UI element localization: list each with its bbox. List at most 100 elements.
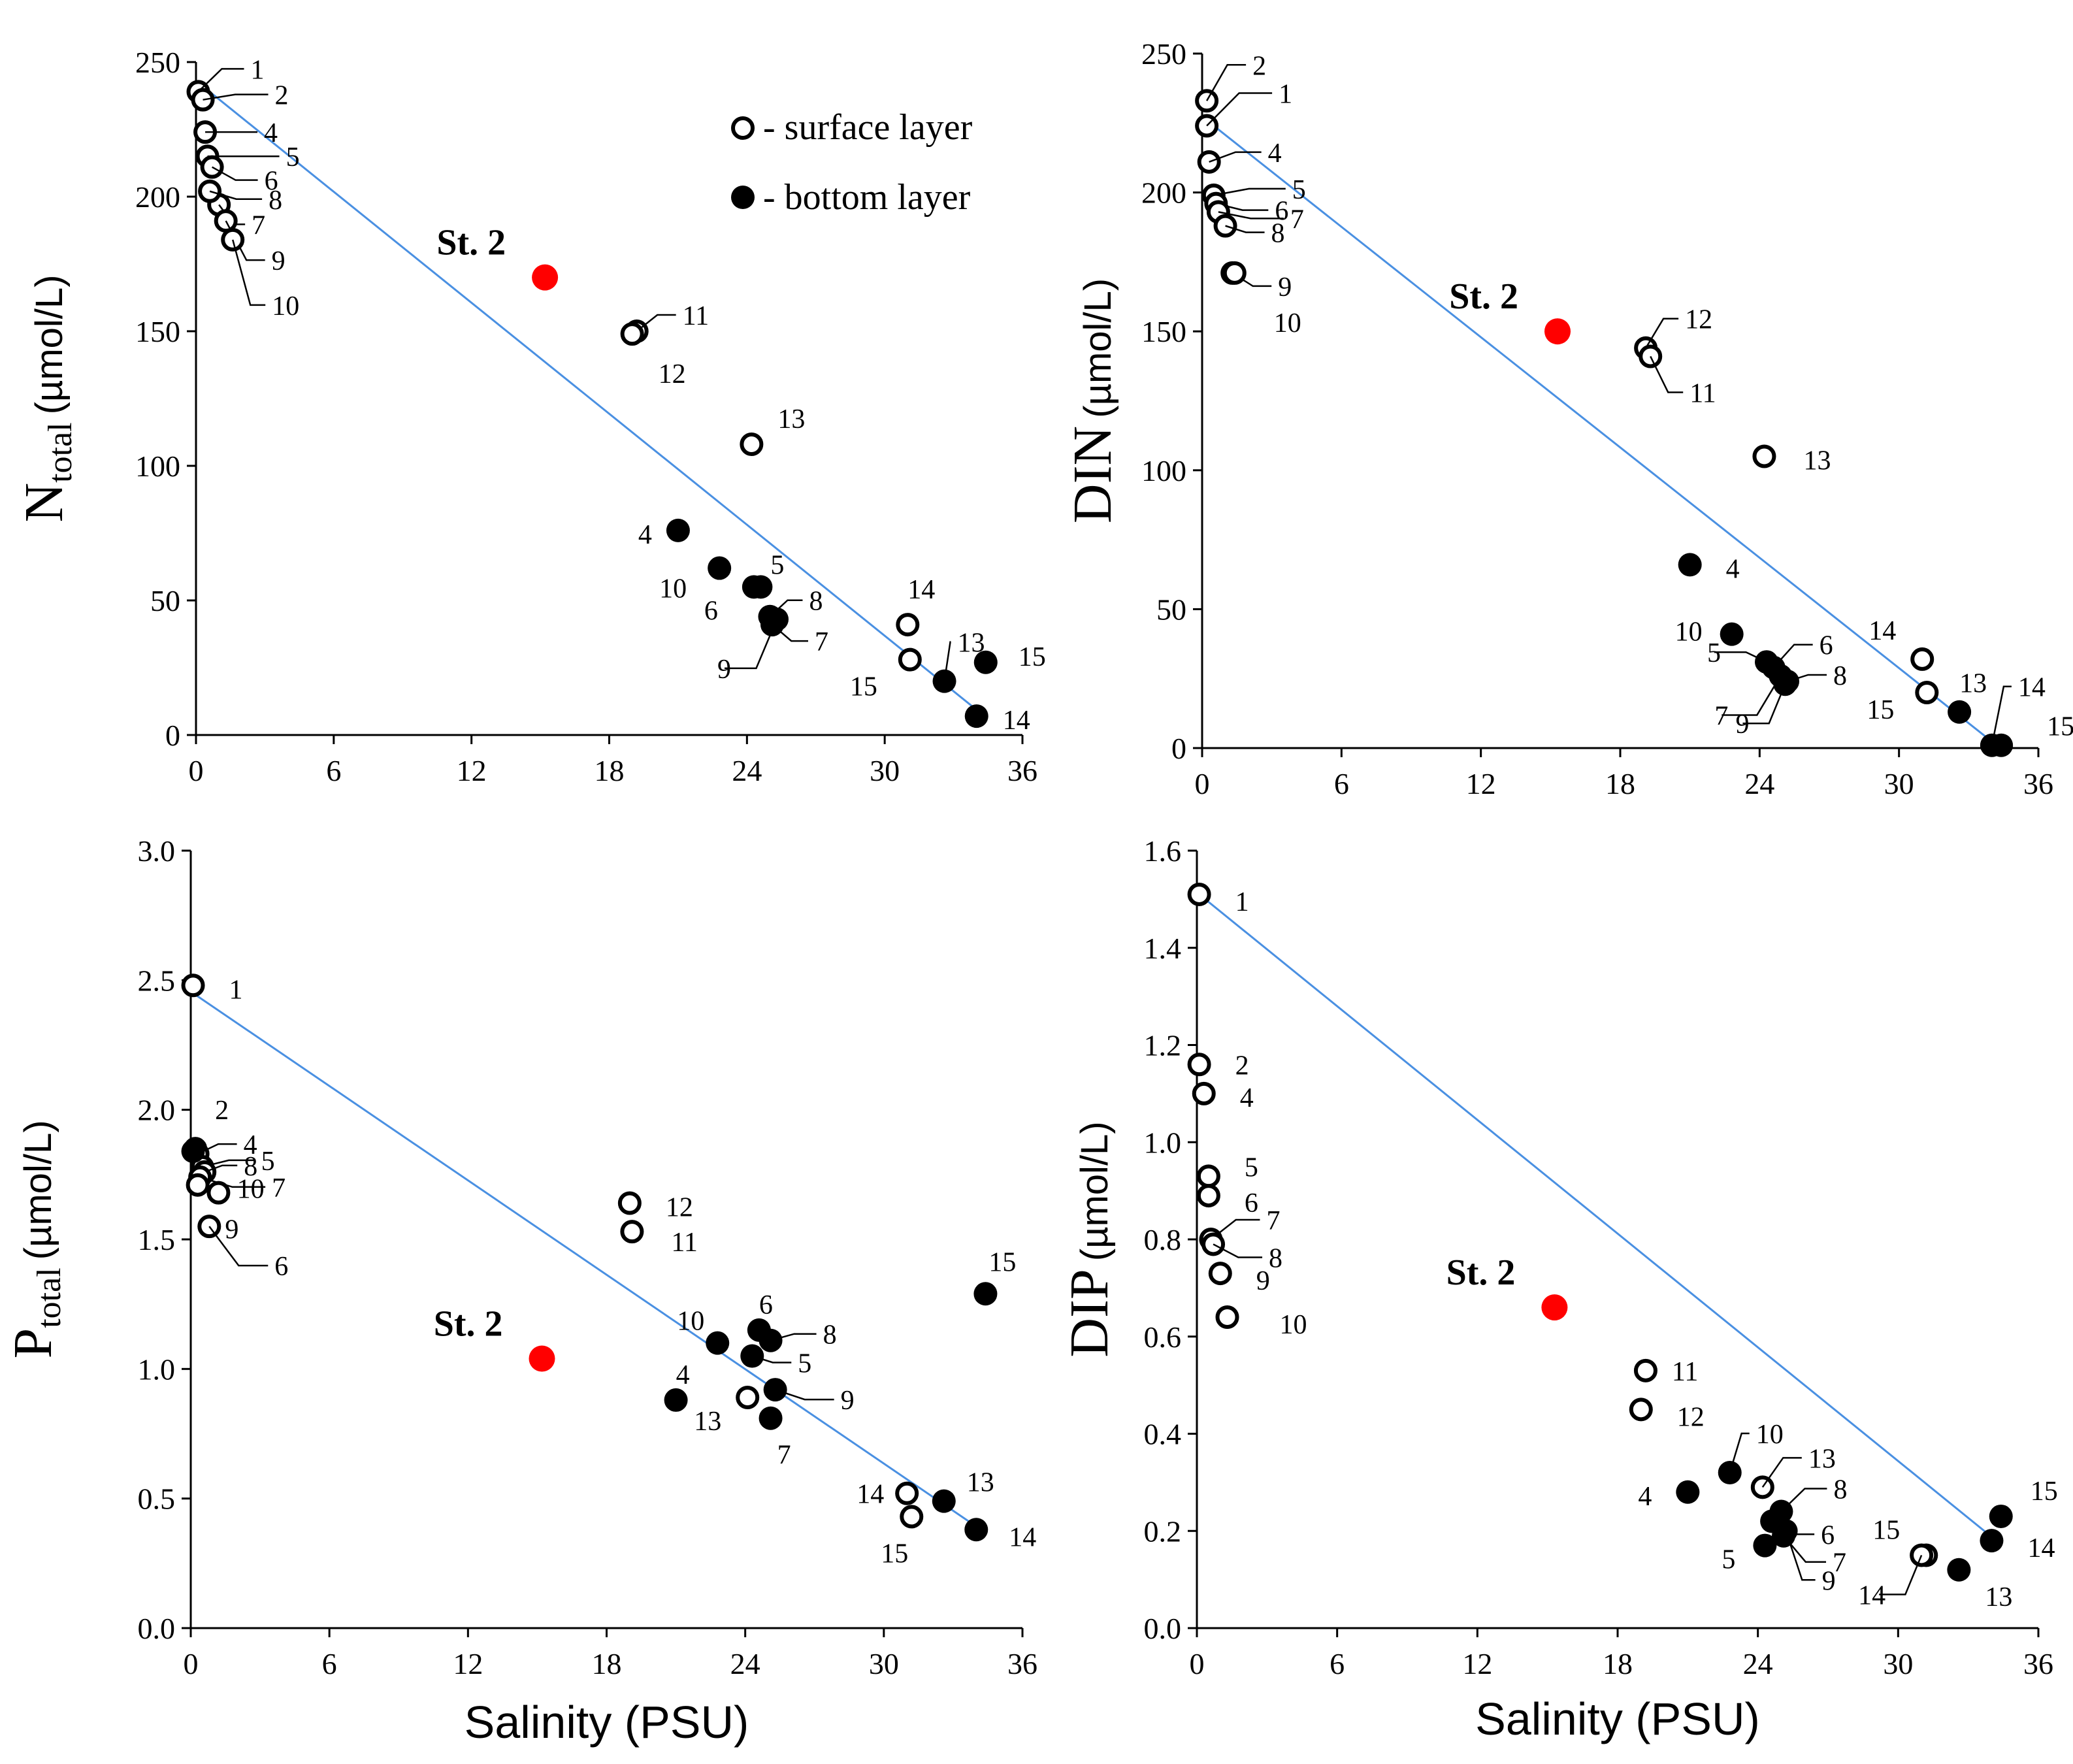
point-label: 5	[1245, 1152, 1258, 1183]
x-tick-label: 6	[326, 754, 341, 787]
point-label: 9	[1256, 1266, 1270, 1296]
bottom-point-14	[964, 1518, 988, 1542]
label-leader	[204, 1164, 238, 1173]
bottom-point-14	[1980, 1529, 2004, 1553]
label-leader	[211, 166, 258, 181]
surface-point-11	[620, 1220, 644, 1244]
x-tick-label: 36	[1007, 1647, 1037, 1680]
point-label: 9	[272, 246, 286, 276]
y-tick-label: 1.4	[1144, 932, 1182, 965]
y-tick-label: 250	[1141, 37, 1186, 71]
y-tick-label: 200	[135, 180, 180, 214]
label-leader	[209, 190, 263, 201]
point-label: 13	[1959, 669, 1987, 699]
point-label: 15	[2031, 1477, 2058, 1507]
x-tick-label: 0	[1195, 767, 1210, 800]
point-label: 5	[1707, 638, 1721, 668]
x-tick-label: 0	[189, 754, 204, 787]
point-label: 4	[1726, 554, 1740, 584]
bottom-point-7	[759, 1406, 783, 1430]
point-label: 8	[244, 1152, 257, 1182]
label-leader	[1209, 151, 1262, 163]
bottom-point-4	[1676, 1480, 1700, 1504]
point-label: 6	[759, 1290, 773, 1320]
y-tick-label: 0.8	[1144, 1223, 1182, 1256]
label-leader	[199, 1176, 266, 1188]
y-tick-label: 1.5	[138, 1223, 176, 1256]
surface-point-1	[181, 973, 205, 998]
x-axis-label: Salinity (PSU)	[465, 1697, 749, 1748]
y-tick-label: 100	[1141, 454, 1186, 487]
point-label: 8	[269, 186, 282, 216]
label-leader	[751, 1355, 792, 1364]
point-label: 4	[638, 520, 652, 550]
x-tick-label: 6	[1334, 767, 1349, 800]
surface-point-14	[895, 1481, 919, 1505]
y-tick-label: 200	[1141, 176, 1186, 210]
bottom-point-4	[1678, 553, 1702, 577]
y-tick-label: 1.0	[1144, 1126, 1182, 1159]
y-axis-label-sub: total	[42, 422, 79, 482]
y-axis-label: DIN (µmol/L)	[1062, 278, 1123, 523]
point-label: 5	[798, 1349, 811, 1379]
surface-point-11	[1633, 1358, 1657, 1382]
y-axis-label-main: DIP	[1059, 1269, 1120, 1357]
point-label: 8	[1833, 661, 1847, 691]
bottom-point-15	[973, 1282, 998, 1306]
legend-bottom-text: - bottom layer	[763, 177, 971, 218]
label-leader	[1213, 188, 1286, 197]
point-label: 7	[1714, 701, 1728, 731]
point-label: 7	[252, 210, 265, 240]
point-label: 10	[659, 574, 687, 604]
surface-point-4	[1192, 1081, 1216, 1105]
point-label: 14	[2027, 1533, 2055, 1563]
y-axis-label-unit: (µmol/L)	[1073, 1121, 1116, 1261]
legend-bottom-marker	[731, 186, 755, 209]
point-label: 7	[777, 1441, 791, 1471]
point-label: 5	[261, 1147, 275, 1177]
bottom-point-10	[1720, 622, 1744, 646]
surface-point-15	[898, 647, 922, 672]
point-label: 6	[1821, 1520, 1835, 1550]
surface-point-6	[1196, 1184, 1220, 1208]
label-leader	[770, 1333, 817, 1341]
y-tick-label: 50	[150, 584, 180, 617]
x-tick-label: 36	[1007, 754, 1037, 787]
y-tick-label: 0.5	[138, 1482, 176, 1516]
label-leader	[1206, 92, 1273, 127]
point-label: 7	[1833, 1548, 1846, 1578]
point-label: 14	[1869, 616, 1896, 646]
point-label: 11	[671, 1228, 697, 1258]
label-leader	[1210, 1218, 1260, 1240]
x-tick-label: 12	[1466, 767, 1496, 800]
point-label: 12	[1677, 1402, 1705, 1432]
bottom-point-4	[666, 518, 690, 542]
point-label: 4	[1240, 1083, 1254, 1113]
x-tick-label: 6	[322, 1647, 337, 1680]
x-tick-label: 18	[595, 754, 625, 787]
y-tick-label: 1.6	[1144, 834, 1182, 868]
point-label: 8	[1271, 219, 1285, 249]
point-label: 14	[907, 575, 935, 605]
y-axis-label-unit: (µmol/L)	[17, 1120, 59, 1260]
point-label: 7	[815, 627, 828, 657]
point-label: 10	[237, 1175, 265, 1205]
surface-point-12	[1629, 1397, 1653, 1422]
label-leader	[943, 641, 951, 681]
point-label: 4	[264, 118, 278, 148]
point-label: 5	[1292, 175, 1306, 205]
panels: 0 6 12 18 24 30 36050100150200250Ntotal(µmol/L…	[3, 37, 2073, 1748]
x-tick-label: 36	[2023, 767, 2053, 800]
point-label: 7	[1266, 1206, 1280, 1236]
st2-label: St. 2	[1449, 276, 1518, 317]
surface-point-14	[1910, 647, 1934, 671]
point-label: 13	[1808, 1444, 1836, 1474]
x-tick-label: 30	[1884, 767, 1914, 800]
point-label: 13	[967, 1468, 994, 1498]
x-tick-label: 24	[1743, 1647, 1773, 1680]
label-leader	[1206, 64, 1247, 101]
surface-point-2	[1187, 1053, 1211, 1077]
y-tick-label: 0	[1171, 732, 1186, 765]
point-label: 15	[988, 1247, 1016, 1277]
x-tick-label: 0	[1190, 1647, 1205, 1680]
